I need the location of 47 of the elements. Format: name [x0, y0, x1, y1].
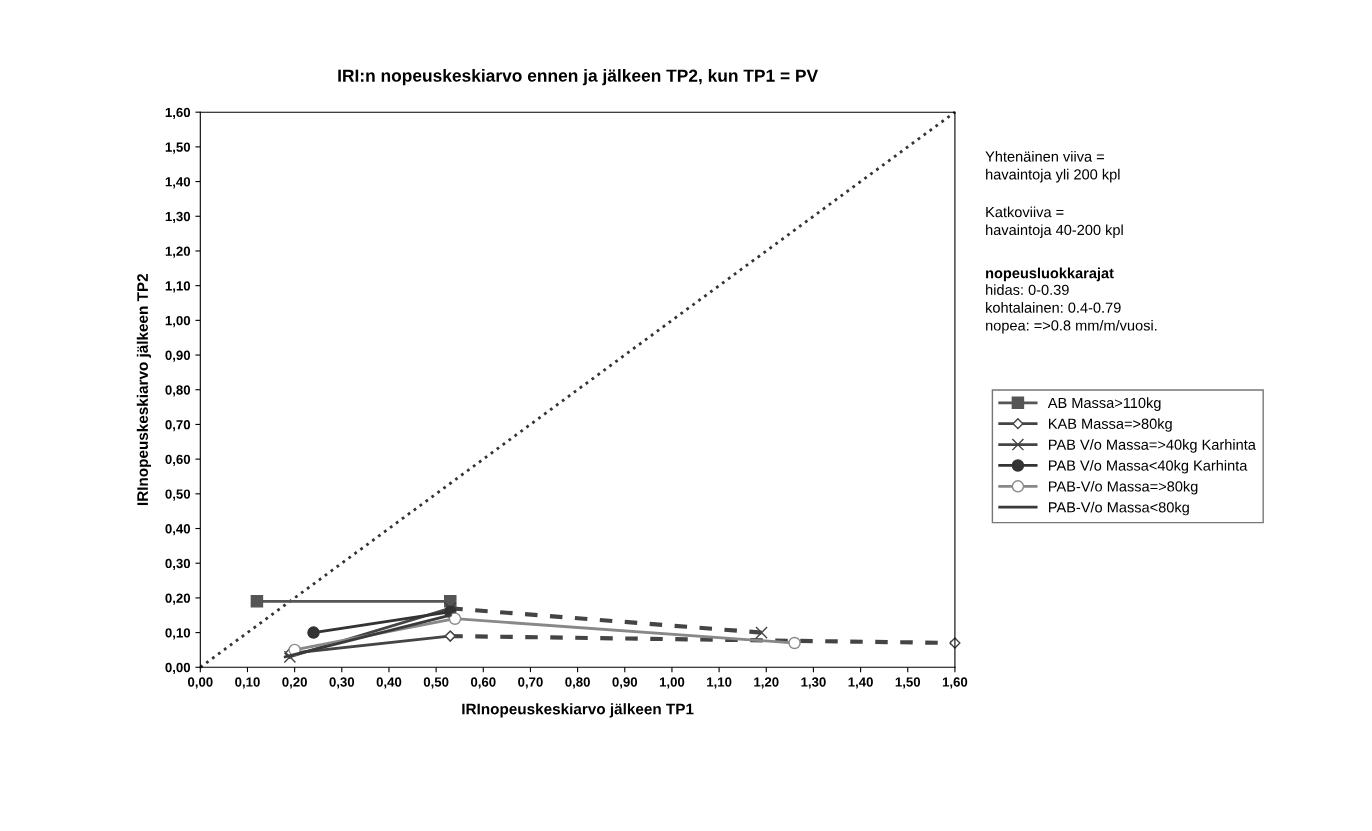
- y-tick-label: 0,70: [165, 420, 191, 432]
- x-tick-label: 0,90: [612, 677, 638, 689]
- x-tick-label: 0,20: [282, 677, 307, 689]
- x-tick-label: 0,30: [329, 677, 355, 689]
- y-tick-label: 1,50: [165, 142, 191, 154]
- x-tick-label: 1,30: [801, 677, 826, 689]
- legend-label: PAB V/o Massa<40kg Karhinta: [1049, 460, 1248, 474]
- legend-label: PAB-V/o Massa=>80kg: [1049, 480, 1198, 495]
- legend-label: PAB-V/o Massa<80kg: [1049, 501, 1189, 516]
- legend-label: AB Massa>110kg: [1047, 397, 1161, 411]
- y-tick-label: 0,40: [165, 524, 191, 536]
- text: Yhtenäinen viiva = havaintoja yli 200 kpl: [985, 151, 1120, 183]
- x-tick-label: 0,50: [423, 677, 449, 689]
- y-tick-label: 0,30: [165, 558, 191, 571]
- x-tick-label: 1,10: [707, 677, 732, 689]
- x-tick-label: 1,20: [754, 677, 779, 689]
- x-tick-label: 0,00: [187, 677, 213, 689]
- x-tick-label: 0,10: [235, 677, 260, 689]
- text: nopeusluokkarajat: [986, 267, 1114, 282]
- text: hidas: 0-0.39 kohtalainen: 0.4-0.79 nopea: =>0.8 mm/m/vuosi.: [986, 284, 1157, 334]
- y-tick-label: 1,60: [165, 107, 191, 120]
- y-tick-label: 1,40: [165, 177, 191, 189]
- x-axis-title: IRInopeuskeskiarvo jälkeen TP1: [462, 703, 694, 718]
- y-tick-label: 1,10: [165, 281, 191, 293]
- y-tick-label: 0,20: [165, 593, 191, 605]
- legend-label: KAB Massa=>80kg: [1049, 418, 1172, 432]
- y-axis-title: IRInopeuskeskiarvo jälkeen TP2: [136, 274, 152, 506]
- x-tick-label: 0,40: [376, 677, 402, 689]
- y-tick-label: 0,80: [165, 385, 191, 397]
- x-tick-label: 0,80: [565, 677, 590, 689]
- y-tick-label: 1,20: [165, 246, 191, 258]
- chart-title: IRI:n nopeuskeskiarvo ennen ja jälkeen TP2, kun TP1 = PV: [338, 69, 818, 86]
- x-tick-label: 0,60: [470, 677, 496, 689]
- legend-label: PAB V/o Massa=>40kg Karhinta: [1049, 439, 1256, 453]
- y-tick-label: 0,50: [165, 489, 191, 501]
- text: Katkoviiva = havaintoja 40-200 kpl: [986, 206, 1123, 238]
- x-tick-label: 0,70: [518, 677, 543, 689]
- x-tick-label: 1,00: [659, 677, 685, 689]
- x-tick-label: 1,50: [895, 677, 921, 689]
- y-tick-label: 0,90: [165, 350, 191, 362]
- x-tick-label: 1,40: [848, 677, 873, 689]
- x-tick-label: 1,60: [942, 677, 968, 689]
- y-tick-label: 1,00: [165, 315, 191, 328]
- y-tick-label: 0,10: [165, 628, 191, 640]
- y-tick-label: 0,00: [165, 662, 191, 675]
- y-tick-label: 1,30: [165, 211, 191, 224]
- y-tick-label: 0,60: [165, 454, 191, 466]
